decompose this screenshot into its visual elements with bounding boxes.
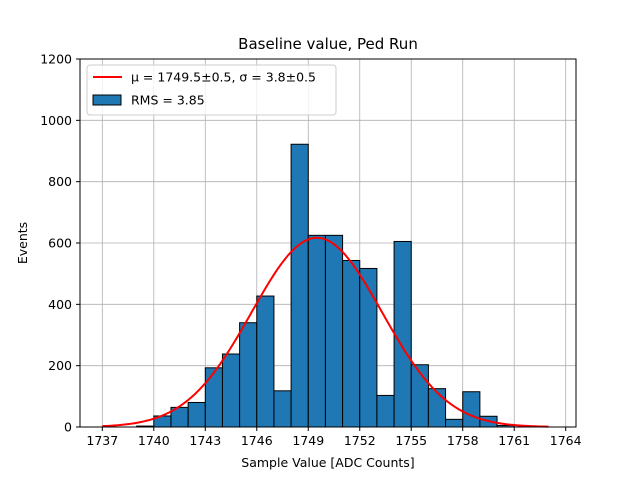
legend-fit-label: μ = 1749.5±0.5, σ = 3.8±0.5 [131, 70, 316, 85]
histogram-bar [324, 234, 344, 428]
legend-histogram-swatch [92, 94, 122, 106]
y-tick-label: 1000 [40, 113, 72, 128]
y-tick-label: 600 [48, 236, 72, 251]
histogram-bar [376, 394, 395, 428]
x-tick-label: 1737 [86, 433, 118, 448]
x-tick-label: 1746 [241, 433, 273, 448]
fit-curve [102, 236, 549, 428]
histogram-bar [204, 367, 223, 428]
histogram-bar [427, 388, 447, 428]
y-tick-label: 1200 [40, 52, 72, 67]
legend: μ = 1749.5±0.5, σ = 3.8±0.5 RMS = 3.85 [86, 64, 337, 116]
histogram-bar [445, 418, 464, 428]
y-tick-label: 0 [64, 420, 72, 435]
legend-histogram-label: RMS = 3.85 [131, 93, 205, 108]
histogram-bar [307, 234, 326, 428]
gaussian-fit [102, 236, 549, 428]
x-tick-label: 1758 [447, 433, 479, 448]
x-axis-label: Sample Value [ADC Counts] [241, 455, 414, 470]
y-axis-ticks: 0 200 400 600 800 1000 1200 [40, 52, 80, 435]
legend-box [86, 64, 337, 116]
x-tick-label: 1764 [550, 433, 582, 448]
y-tick-label: 800 [48, 174, 72, 189]
histogram-bar [290, 143, 309, 428]
x-axis-ticks: 1737 1740 1743 1746 1749 1752 1755 1758 1761 1764 [86, 427, 582, 448]
y-tick-label: 200 [48, 358, 72, 373]
x-tick-label: 1743 [189, 433, 221, 448]
x-tick-label: 1740 [138, 433, 170, 448]
histogram-bar [187, 401, 206, 428]
chart-title: Baseline value, Ped Run [238, 35, 418, 53]
histogram-bar [462, 391, 481, 428]
histogram-bar [342, 259, 361, 428]
x-tick-label: 1752 [344, 433, 376, 448]
y-tick-label: 400 [48, 297, 72, 312]
histogram-bar [221, 353, 241, 428]
histogram-bar [256, 295, 275, 428]
y-axis-label: Events [15, 222, 30, 264]
histogram-bar [359, 267, 378, 428]
x-tick-label: 1761 [498, 433, 530, 448]
histogram-bar [273, 390, 292, 428]
x-tick-label: 1749 [292, 433, 324, 448]
histogram-bar [239, 322, 258, 428]
histogram-bar [393, 240, 412, 428]
x-tick-label: 1755 [395, 433, 427, 448]
